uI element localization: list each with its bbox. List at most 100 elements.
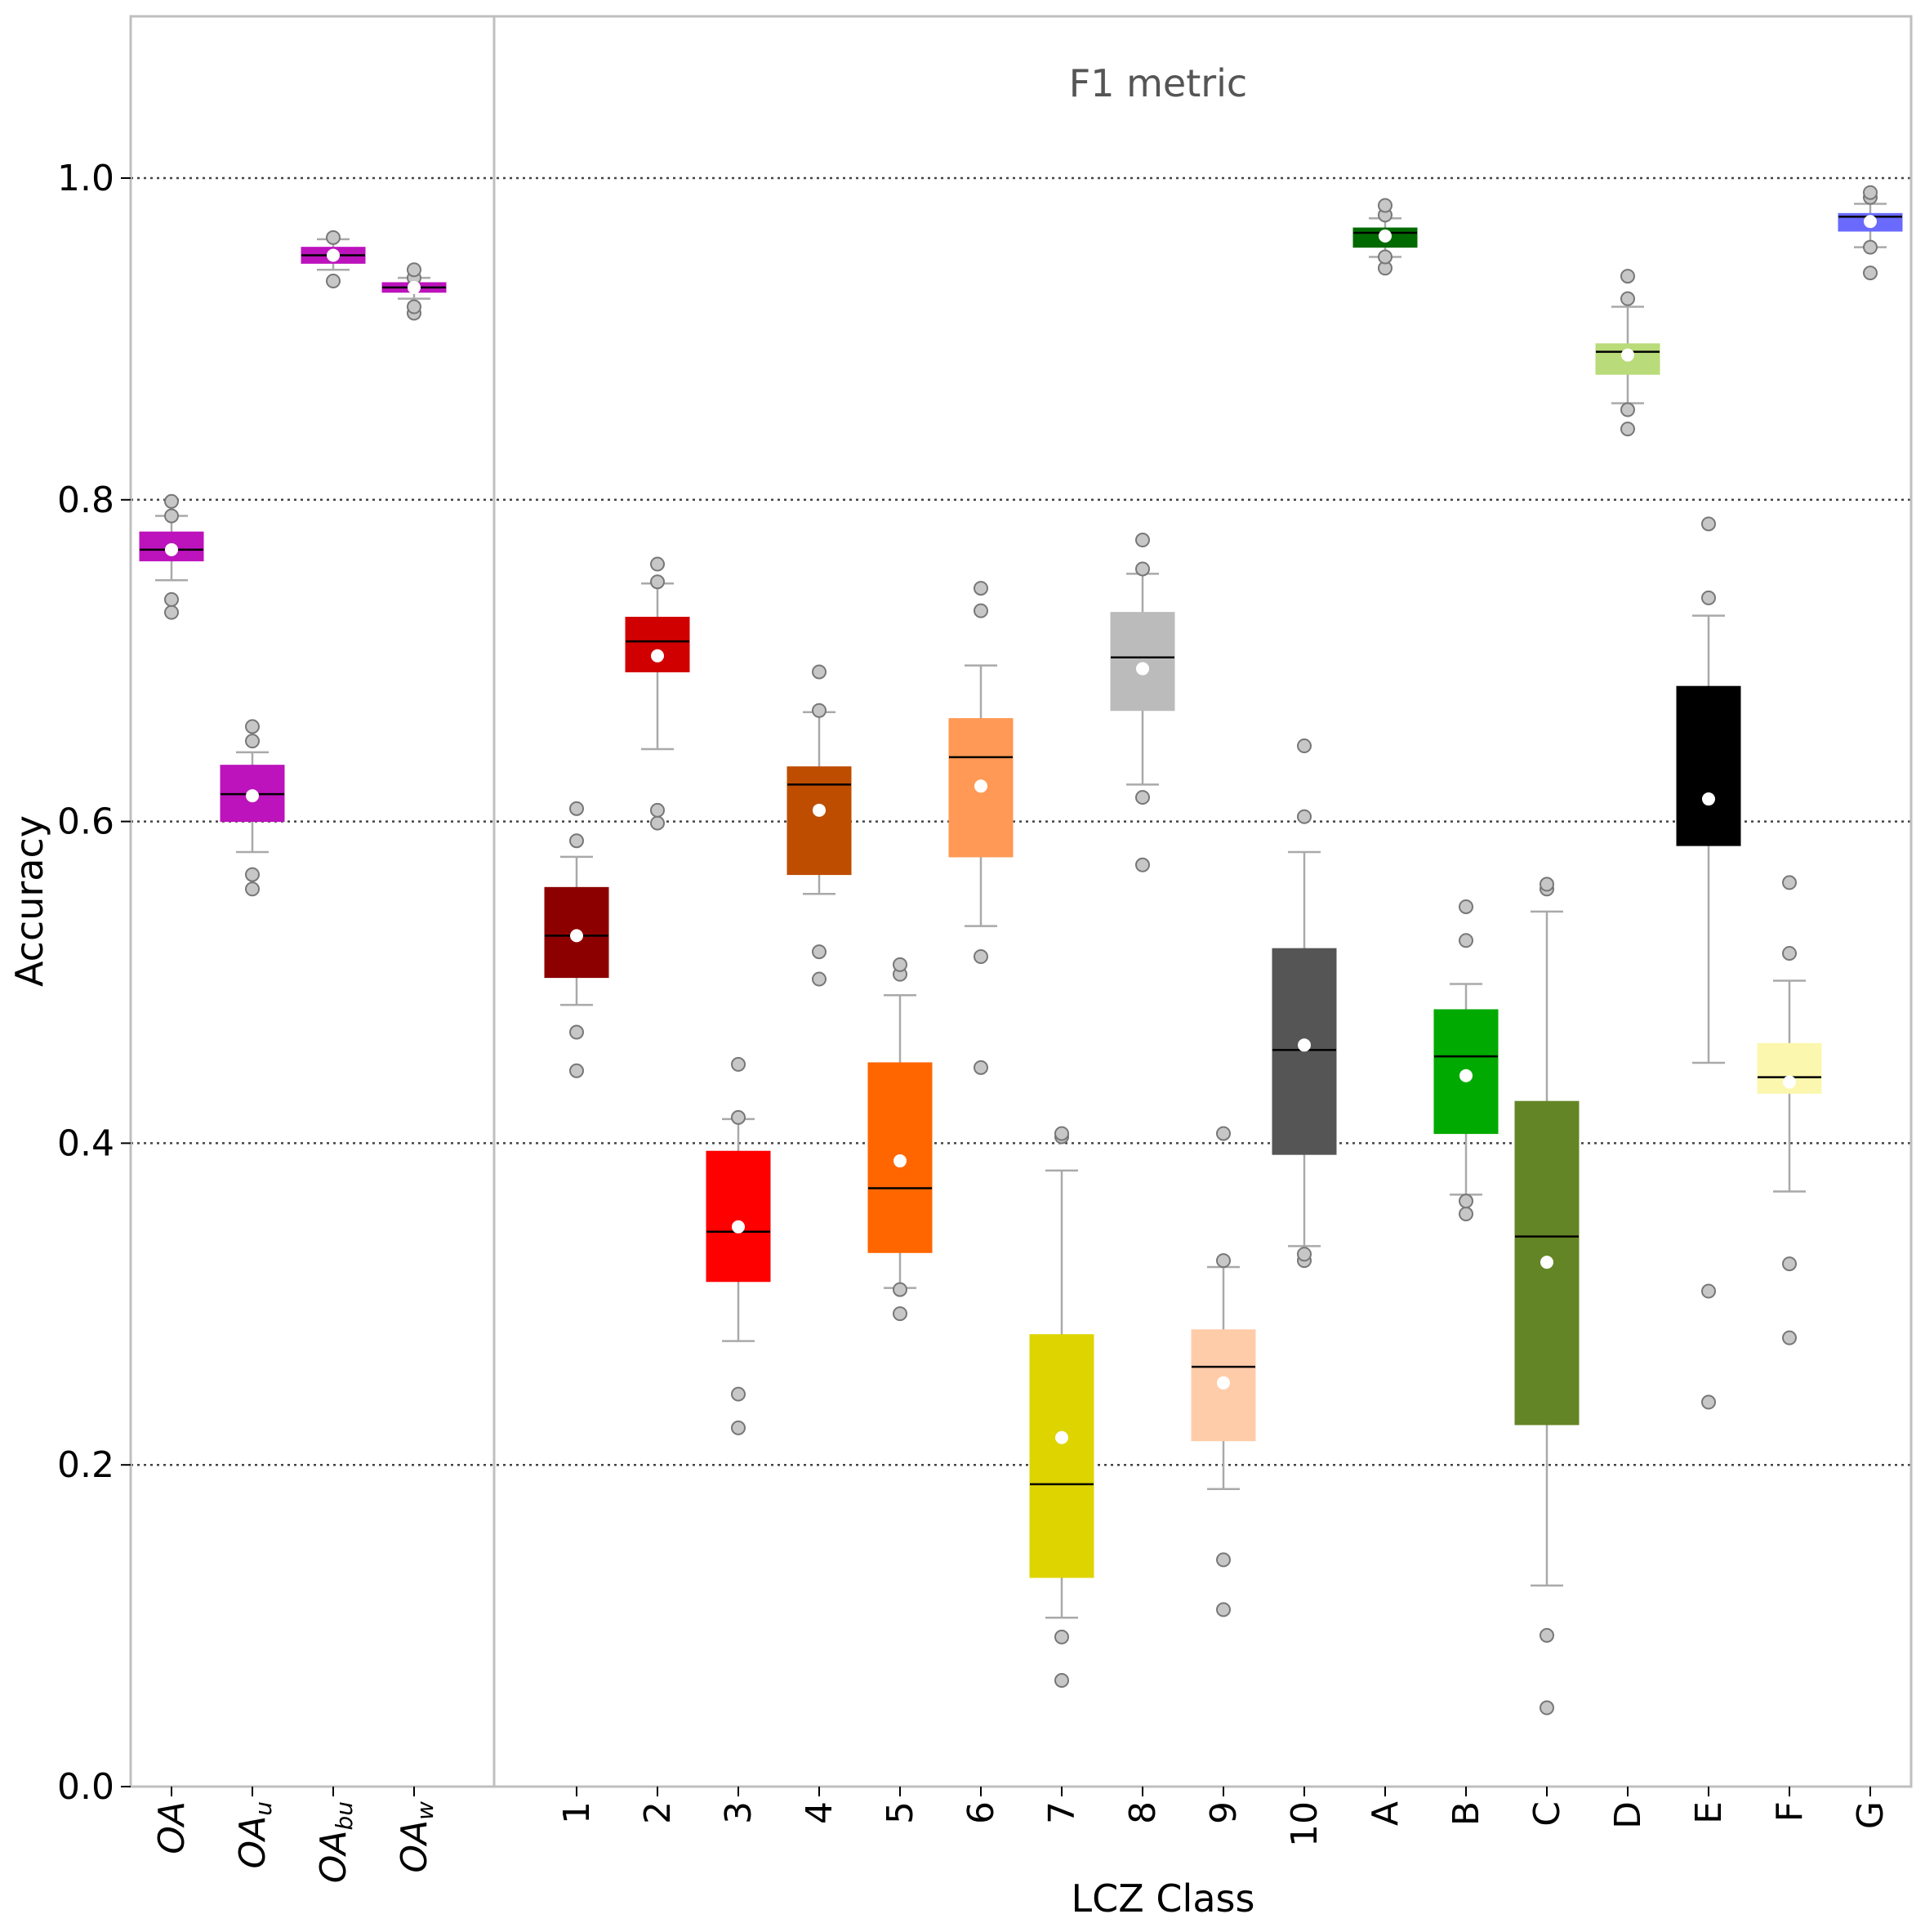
box-OA [139, 493, 204, 620]
x-tick-label: 4 [799, 1801, 840, 1824]
outlier-point [1540, 1627, 1554, 1643]
grid-lines [131, 176, 1911, 1466]
outlier-point [1054, 1629, 1069, 1644]
outlier-point [245, 867, 260, 882]
x-tick-label: 5 [880, 1801, 921, 1824]
box-5 [867, 957, 933, 1322]
mean-marker [1621, 348, 1634, 362]
outlier-point [1459, 899, 1473, 914]
box-F [1757, 875, 1822, 1345]
mean-marker [1298, 1038, 1311, 1052]
iqr-box [1110, 612, 1175, 712]
mean-marker [974, 779, 987, 793]
outlier-point [1863, 239, 1878, 255]
iqr-box [706, 1150, 771, 1283]
outlier-point [1378, 198, 1393, 213]
outlier-point [1216, 1602, 1231, 1617]
mean-marker [1379, 229, 1392, 243]
mean-marker [1136, 662, 1149, 676]
box-10 [1272, 738, 1337, 1269]
x-tick-label: B [1446, 1801, 1487, 1826]
outlier-point [1378, 249, 1393, 265]
box-1 [544, 801, 609, 1078]
outlier-point [407, 299, 421, 315]
outlier-point [650, 574, 665, 590]
mean-marker [1055, 1430, 1068, 1444]
outlier-point [1782, 946, 1797, 962]
outlier-point [893, 1306, 907, 1322]
outlier-point [245, 734, 260, 749]
outlier-point [731, 1420, 746, 1435]
iqr-box [625, 617, 690, 672]
outlier-point [812, 703, 827, 718]
outlier-point [731, 1109, 746, 1125]
outlier-point [974, 603, 988, 618]
x-tick-label-subscript: u [250, 1801, 277, 1816]
outlier-point [569, 1024, 584, 1040]
outlier-point [1620, 402, 1635, 417]
x-tick-label-subscript: bu [331, 1801, 358, 1831]
x-tick-label-main: OA [394, 1820, 435, 1873]
mean-marker [570, 929, 583, 943]
mean-marker [732, 1220, 745, 1234]
outlier-point [164, 605, 179, 620]
outlier-point [1216, 1253, 1231, 1269]
x-tick-label-main: OA [313, 1831, 354, 1884]
x-tick-label: 3 [718, 1801, 760, 1824]
mean-marker [1459, 1069, 1473, 1082]
x-tick-label: 6 [960, 1801, 1002, 1824]
mean-marker [165, 542, 178, 556]
outlier-point [164, 591, 179, 607]
mean-marker [1702, 792, 1715, 806]
outlier-point [650, 802, 665, 818]
x-tick-label: D [1607, 1801, 1649, 1829]
x-tick-label: C [1526, 1801, 1568, 1827]
outlier-point [1540, 1700, 1554, 1716]
box-9 [1191, 1126, 1256, 1617]
mean-marker [1783, 1075, 1796, 1089]
outlier-point [1459, 1194, 1473, 1209]
x-axis-title: LCZ Class [1072, 1876, 1255, 1921]
x-tick-label-main: OA [232, 1816, 274, 1869]
outlier-point [1782, 1330, 1797, 1345]
x-tick-label: F [1769, 1801, 1811, 1822]
boxes [139, 185, 1903, 1716]
box-OA-bu [301, 230, 366, 289]
outlier-point [1701, 1283, 1716, 1299]
x-tick-label: A [1365, 1801, 1406, 1826]
outlier-point [164, 493, 179, 509]
outlier-point [1863, 185, 1878, 200]
x-tick-label: E [1688, 1801, 1730, 1824]
mean-marker [246, 789, 259, 803]
outlier-point [893, 1282, 907, 1297]
outlier-point [407, 262, 421, 278]
outlier-point [1782, 1256, 1797, 1272]
outlier-point [569, 801, 584, 816]
outlier-point [326, 274, 341, 289]
iqr-box [786, 766, 852, 876]
outlier-point [1054, 1673, 1069, 1689]
y-axis-title: Accuracy [7, 815, 51, 987]
x-tick-label: OA [151, 1801, 193, 1854]
box-A [1352, 198, 1418, 276]
mean-marker [1540, 1256, 1553, 1269]
outlier-point [1297, 809, 1312, 824]
outlier-point [1701, 1394, 1716, 1410]
box-4 [786, 664, 852, 987]
box-7 [1029, 1126, 1094, 1689]
mean-marker [893, 1154, 907, 1168]
x-tick-label: 8 [1122, 1801, 1164, 1824]
outlier-point [1620, 291, 1635, 306]
y-tick-label: 0.0 [57, 1766, 114, 1808]
outlier-point [1216, 1552, 1231, 1568]
box-D [1595, 269, 1660, 437]
x-tick-label: G [1850, 1801, 1892, 1829]
plot-background [131, 16, 1911, 1787]
box-C [1514, 877, 1580, 1716]
outlier-point [650, 556, 665, 572]
outlier-point [1216, 1126, 1231, 1141]
mean-marker [1864, 215, 1877, 229]
box-OA-w [381, 262, 447, 321]
f1-metric-annotation: F1 metric [1069, 61, 1247, 105]
